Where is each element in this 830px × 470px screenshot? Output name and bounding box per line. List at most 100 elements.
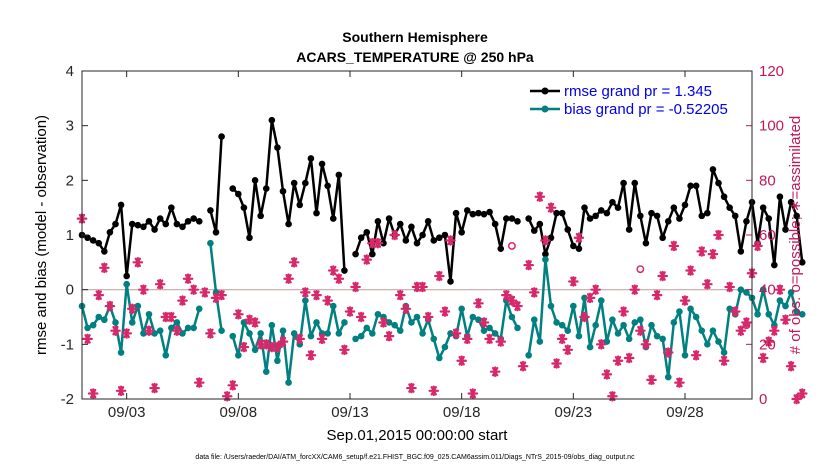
bias-point <box>251 346 259 354</box>
rmse-point <box>676 215 683 222</box>
bias-point <box>798 310 806 318</box>
rmse-point <box>318 160 326 168</box>
bias-point <box>352 335 359 343</box>
rmse-point <box>653 212 661 220</box>
obs-assimilated-marker <box>601 369 613 380</box>
rmse-point <box>140 223 147 231</box>
rmse-point <box>296 201 304 209</box>
bias-point <box>787 289 795 296</box>
rmse-point <box>743 218 750 225</box>
obs-assimilated-marker <box>785 360 797 372</box>
obs-assimilated-marker <box>205 328 216 339</box>
rmse-point <box>218 133 225 140</box>
bias-point <box>162 351 170 359</box>
rmse-point <box>642 239 650 247</box>
data-layer <box>76 116 808 405</box>
rmse-point <box>352 250 359 258</box>
rmse-point <box>430 237 438 244</box>
obs-assimilated-marker <box>434 270 445 282</box>
rmse-point <box>436 234 443 242</box>
rmse-point <box>709 166 717 173</box>
rmse-point <box>497 245 505 252</box>
rmse-point <box>335 171 343 179</box>
obs-assimilated-marker <box>311 289 322 301</box>
bias-point <box>195 305 203 313</box>
rmse-point <box>475 209 482 217</box>
bias-point <box>676 308 683 315</box>
obs-assimilated-marker <box>177 295 188 306</box>
rmse-point <box>491 220 499 228</box>
bias-point <box>653 332 661 340</box>
x-tick-label: 09/18 <box>443 404 481 421</box>
obs-assimilated-marker <box>489 366 501 377</box>
rmse-point <box>307 155 315 162</box>
bias-point <box>704 341 711 348</box>
bias-point <box>754 310 761 318</box>
obs-assimilated-marker <box>484 333 495 345</box>
bias-point <box>274 357 281 365</box>
obs-assimilated-marker <box>640 339 652 350</box>
obs-assimilated-marker <box>690 349 702 361</box>
obs-assimilated-marker <box>99 262 110 274</box>
rmse-point <box>525 215 532 222</box>
rmse-point <box>631 179 639 187</box>
bias-point <box>413 313 421 321</box>
rmse-point <box>609 198 616 206</box>
rmse-point <box>692 182 700 190</box>
bias-point <box>458 305 465 313</box>
obs-assimilated-marker <box>534 191 546 203</box>
obs-assimilated-marker <box>696 246 708 257</box>
chart-subtitle: ACARS_TEMPERATURE @ 250 hPa <box>296 49 534 65</box>
rmse-point <box>173 220 181 228</box>
obs-assimilated-marker <box>115 385 127 397</box>
rmse-point <box>235 190 242 198</box>
bias-point <box>385 319 393 326</box>
y-tick-label-left: 1 <box>66 227 74 244</box>
rmse-point <box>240 204 248 211</box>
y-tick-label-right: 120 <box>759 63 784 80</box>
rmse-point <box>715 179 722 187</box>
x-tick-label: 09/03 <box>108 404 146 421</box>
obs-assimilated-marker <box>612 355 624 367</box>
obs-assimilated-marker <box>82 333 93 345</box>
bias-point <box>681 351 689 359</box>
obs-assimilated-marker <box>93 289 105 301</box>
rmse-point <box>374 218 382 225</box>
rmse-point <box>486 208 493 216</box>
bias-point <box>257 330 264 337</box>
plot-frame <box>81 70 753 400</box>
obs-assimilated-marker <box>796 388 808 399</box>
rmse-point <box>123 272 130 280</box>
obs-assimilated-marker <box>702 278 713 290</box>
bias-point <box>609 316 616 324</box>
obs-assimilated-marker <box>556 333 568 345</box>
rmse-point <box>681 201 689 209</box>
bias-point <box>547 302 555 310</box>
rmse-point <box>262 185 270 192</box>
obs-assimilated-marker <box>584 292 596 304</box>
bias-point <box>190 324 197 332</box>
obs-possible-marker <box>507 241 516 250</box>
rmse-point <box>212 228 220 236</box>
obs-assimilated-marker <box>322 295 333 306</box>
bias-point <box>184 324 192 332</box>
rmse-point <box>274 144 281 151</box>
x-tick-label: 09/13 <box>331 404 369 421</box>
obs-assimilated-marker <box>378 317 389 328</box>
obs-assimilated-marker <box>406 382 417 394</box>
rmse-point <box>441 231 449 239</box>
rmse-point <box>592 212 599 220</box>
obs-assimilated-marker <box>422 311 434 323</box>
bias-point <box>156 327 164 334</box>
bias-point <box>145 310 153 318</box>
bias-point <box>625 335 633 343</box>
bias-point <box>229 332 237 340</box>
rmse-point <box>603 209 611 217</box>
rmse-point <box>257 212 264 220</box>
obs-assimilated-marker <box>283 273 294 285</box>
obs-assimilated-marker <box>121 328 132 339</box>
obs-assimilated-marker <box>428 385 440 397</box>
rmse-point <box>698 212 706 220</box>
bias-point <box>765 310 773 318</box>
rmse-point <box>89 237 97 244</box>
